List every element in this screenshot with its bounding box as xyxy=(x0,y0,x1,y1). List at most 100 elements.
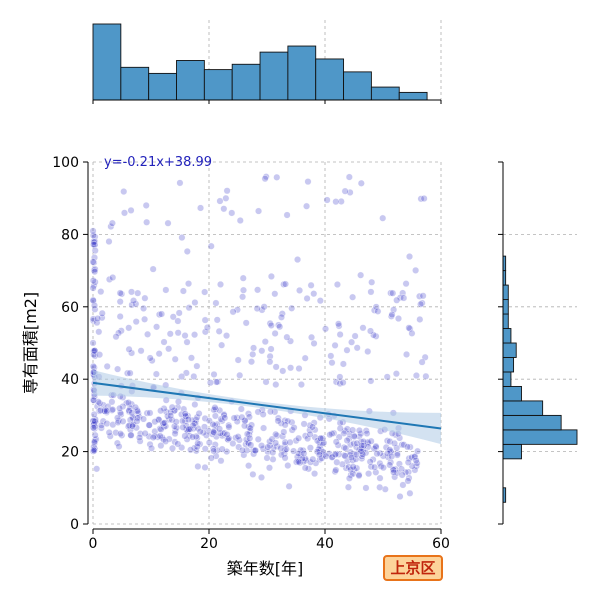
scatter-point xyxy=(336,331,344,339)
scatter-point xyxy=(282,445,290,453)
scatter-point xyxy=(343,436,351,444)
scatter-point xyxy=(91,431,99,439)
scatter-point xyxy=(200,423,208,431)
scatter-point xyxy=(254,435,262,443)
y-tick-label: 60 xyxy=(61,300,79,316)
scatter-point xyxy=(148,444,156,452)
scatter-point xyxy=(279,367,287,375)
scatter-point xyxy=(245,462,253,470)
scatter-point xyxy=(201,414,209,422)
scatter-point xyxy=(376,474,384,482)
y-hist-bar xyxy=(502,299,509,315)
scatter-point xyxy=(105,429,113,437)
scatter-point xyxy=(206,379,214,387)
scatter-point xyxy=(339,360,347,368)
scatter-point xyxy=(365,470,373,478)
scatter-point xyxy=(422,372,430,380)
scatter-point xyxy=(414,447,422,455)
scatter-point xyxy=(239,293,247,301)
scatter-point xyxy=(113,439,121,447)
scatter-point xyxy=(273,173,281,181)
scatter-point xyxy=(412,462,420,470)
scatter-point xyxy=(229,439,237,447)
scatter-point xyxy=(165,435,173,443)
x-axis-label: 築年数[年] xyxy=(227,559,304,578)
scatter-point xyxy=(372,442,380,450)
scatter-point xyxy=(303,202,311,210)
scatter-point xyxy=(267,321,275,329)
scatter-point xyxy=(372,303,380,311)
scatter-point xyxy=(315,445,323,453)
scatter-point xyxy=(128,349,136,357)
scatter-point xyxy=(317,434,325,442)
scatter-point xyxy=(134,289,142,297)
scatter-point xyxy=(332,198,340,206)
scatter-point xyxy=(89,227,97,235)
y-hist-bar xyxy=(502,429,578,445)
scatter-point xyxy=(201,328,209,336)
scatter-point xyxy=(98,309,106,317)
scatter-point xyxy=(151,427,159,435)
scatter-point xyxy=(168,403,176,411)
scatter-point xyxy=(399,481,407,489)
scatter-point xyxy=(283,211,291,219)
scatter-point xyxy=(247,358,255,366)
scatter-point xyxy=(131,403,139,411)
scatter-point xyxy=(341,452,349,460)
scatter-point xyxy=(345,463,353,471)
scatter-point xyxy=(179,287,187,295)
scatter-point xyxy=(363,429,371,437)
y-hist-bar xyxy=(502,313,509,329)
scatter-point xyxy=(127,431,135,439)
scatter-point xyxy=(367,437,375,445)
scatter-point xyxy=(127,431,135,439)
x-tick-label: 40 xyxy=(316,536,334,552)
scatter-point xyxy=(162,286,170,294)
scatter-point xyxy=(349,463,357,471)
scatter-point xyxy=(370,306,378,314)
scatter-point xyxy=(125,399,133,407)
scatter-point xyxy=(112,333,120,341)
scatter-point xyxy=(347,466,355,474)
scatter-point xyxy=(166,330,174,338)
scatter-point xyxy=(355,426,363,434)
scatter-point xyxy=(139,415,147,423)
scatter-point xyxy=(306,444,314,452)
scatter-point xyxy=(345,474,353,482)
scatter-point xyxy=(174,440,182,448)
scatter-point xyxy=(157,407,165,415)
scatter-point xyxy=(412,372,420,380)
scatter-point xyxy=(316,297,324,305)
scatter-point xyxy=(91,247,99,255)
scatter-point xyxy=(406,443,414,451)
scatter-point xyxy=(97,421,105,429)
scatter-point xyxy=(260,303,268,311)
scatter-point xyxy=(362,484,370,492)
scatter-point xyxy=(153,323,161,331)
scatter-point xyxy=(157,425,165,433)
scatter-point xyxy=(91,301,99,309)
scatter-point xyxy=(103,407,111,415)
scatter-point xyxy=(295,434,303,442)
scatter-point xyxy=(386,446,394,454)
scatter-point xyxy=(202,431,210,439)
scatter-point xyxy=(345,173,353,181)
scatter-point xyxy=(288,426,296,434)
scatter-point xyxy=(241,417,249,425)
scatter-point xyxy=(210,429,218,437)
scatter-point xyxy=(403,443,411,451)
scatter-point xyxy=(284,462,292,470)
scatter-point xyxy=(90,254,98,262)
scatter-point xyxy=(119,417,127,425)
scatter-point xyxy=(386,461,394,469)
scatter-point xyxy=(95,328,103,336)
scatter-point xyxy=(379,214,387,222)
scatter-point xyxy=(160,338,168,346)
scatter-point xyxy=(277,313,285,321)
scatter-point xyxy=(117,327,125,335)
scatter-point xyxy=(178,410,186,418)
scatter-point xyxy=(260,424,268,432)
scatter-point xyxy=(281,421,289,429)
scatter-point xyxy=(207,242,215,250)
scatter-point xyxy=(185,280,193,288)
